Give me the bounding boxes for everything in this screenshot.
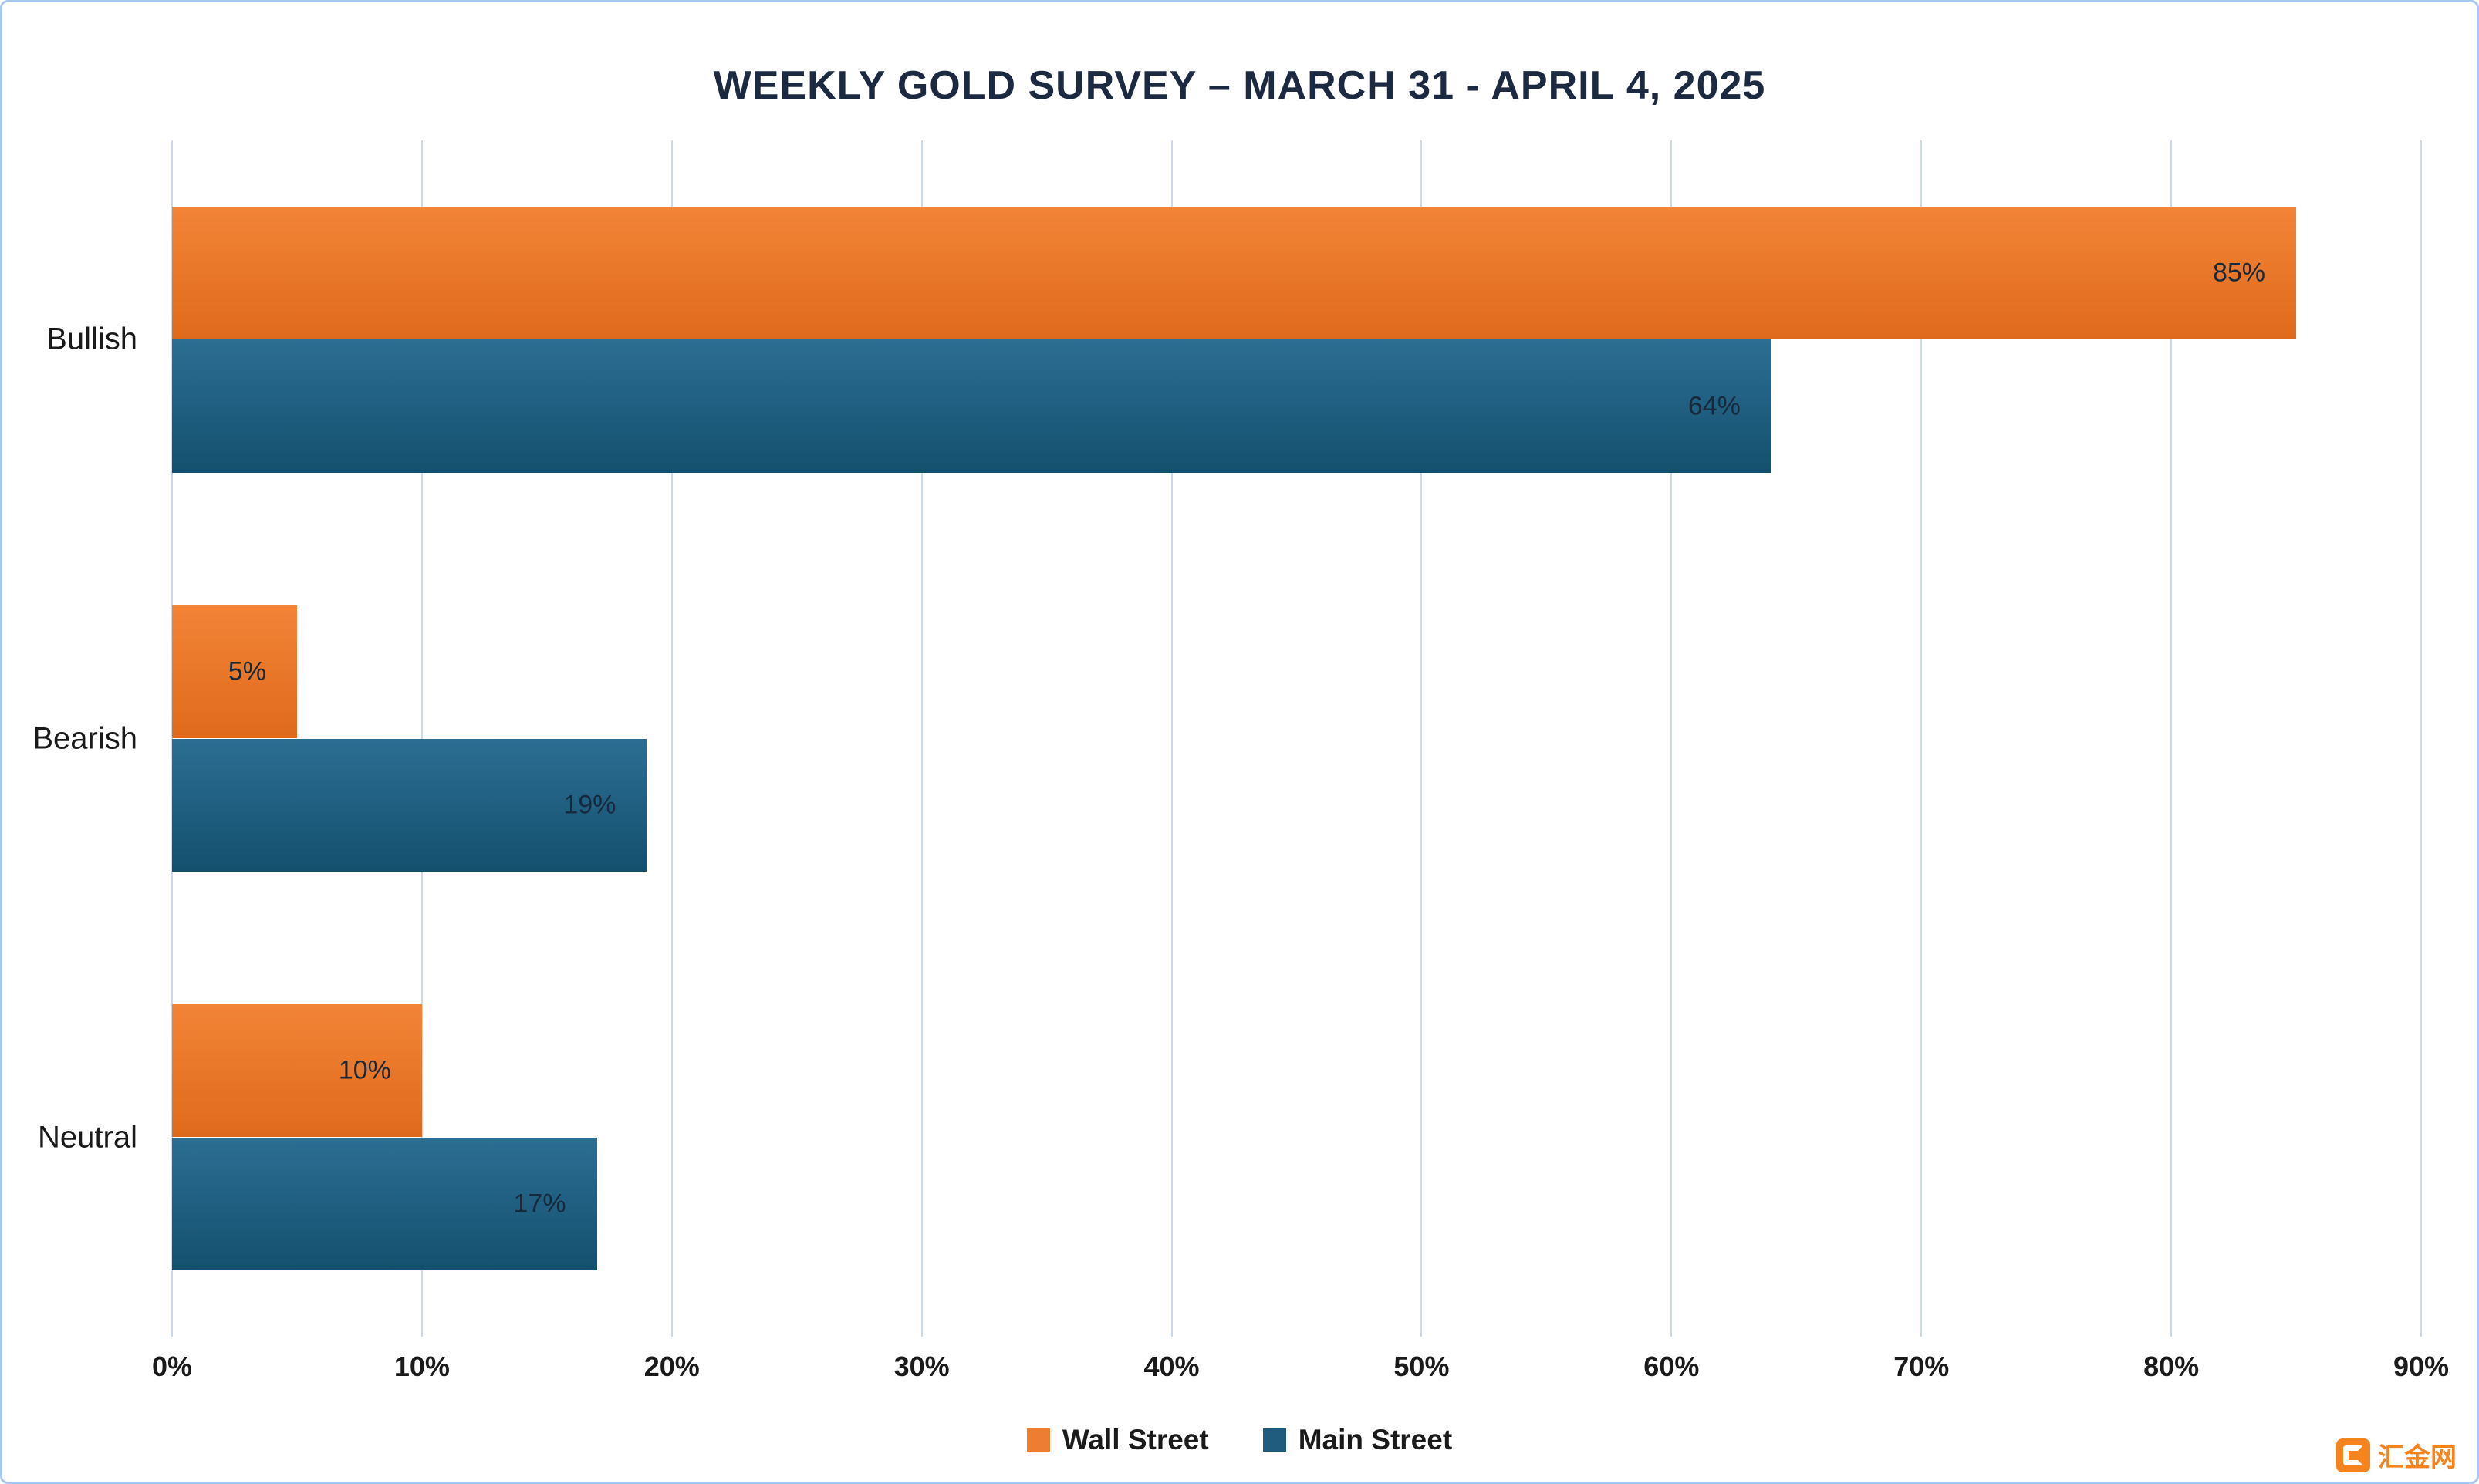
legend-item-wall-street: Wall Street	[1026, 1424, 1209, 1456]
legend-swatch-icon-main-street	[1262, 1428, 1286, 1452]
x-tick-label: 20%	[643, 1351, 700, 1382]
legend-label: Wall Street	[1062, 1424, 1209, 1455]
gridline	[920, 140, 923, 1337]
bar-value-label: 17%	[513, 1189, 566, 1219]
gridline	[1920, 140, 1923, 1337]
bar-wall-street: 5%	[172, 605, 297, 739]
bar-value-label: 5%	[228, 656, 266, 686]
watermark-text: 汇金网	[2378, 1443, 2457, 1472]
legend-label: Main Street	[1298, 1424, 1453, 1455]
plot-area: 85% 64% 5% 19% 10% 17%	[171, 140, 2422, 1337]
category-label: Bullish	[46, 322, 137, 356]
bar-value-label: 85%	[2212, 258, 2266, 288]
watermark: 汇金网	[2336, 1436, 2457, 1474]
category-axis: Bullish Bearish Neutral	[2, 140, 172, 1337]
gridline	[1420, 140, 1423, 1337]
gridline	[670, 140, 673, 1337]
legend: Wall Street Main Street	[2, 1418, 2477, 1462]
category-label: Bearish	[32, 721, 137, 755]
bar-value-label: 19%	[563, 790, 616, 820]
bar-main-street: 19%	[172, 738, 647, 872]
bar-main-street: 64%	[172, 339, 1771, 473]
x-tick-label: 50%	[1393, 1351, 1450, 1382]
x-tick-label: 90%	[2393, 1351, 2450, 1382]
huijin-logo-icon	[2336, 1438, 2370, 1472]
huijin-logo-inner-shape	[2343, 1445, 2363, 1465]
bar-wall-street: 10%	[172, 1004, 422, 1138]
gridline	[1170, 140, 1173, 1337]
x-tick-label: 0%	[151, 1351, 193, 1382]
x-tick-label: 10%	[393, 1351, 450, 1382]
x-tick-label: 30%	[893, 1351, 950, 1382]
legend-swatch-icon-wall-street	[1026, 1428, 1050, 1452]
bar-main-street: 17%	[172, 1137, 597, 1270]
bar-wall-street: 85%	[172, 207, 2297, 340]
category-label: Neutral	[38, 1120, 137, 1154]
legend-item-main-street: Main Street	[1262, 1424, 1453, 1456]
gridline	[1670, 140, 1673, 1337]
x-tick-label: 40%	[1143, 1351, 1200, 1382]
x-tick-label: 60%	[1643, 1351, 1700, 1382]
bar-value-label: 64%	[1687, 391, 1741, 421]
x-axis: 0% 10% 20% 30% 40% 50% 60% 70% 80% 90%	[152, 1351, 2449, 1391]
bar-value-label: 10%	[338, 1055, 391, 1085]
x-tick-label: 70%	[1893, 1351, 1950, 1382]
gridline	[2170, 140, 2173, 1337]
gridline	[2420, 140, 2422, 1337]
x-tick-label: 80%	[2143, 1351, 2200, 1382]
chart-title: WEEKLY GOLD SURVEY – MARCH 31 - APRIL 4,…	[713, 63, 1766, 108]
